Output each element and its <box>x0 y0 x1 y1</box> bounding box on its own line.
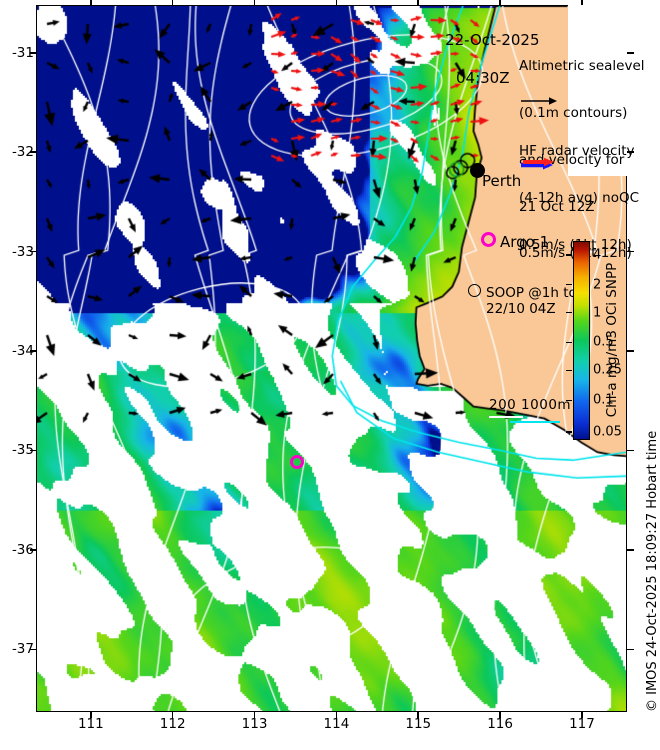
y-tick-mark <box>30 250 37 253</box>
x-tick-mark <box>171 712 174 718</box>
x-axis-label: 114 <box>323 716 350 732</box>
y-tick-mark-right <box>627 350 634 352</box>
legend-hf-radar: HF radar velocity (4-12h avg) noQC 0.5m/… <box>519 113 639 285</box>
legend-hf-line1: HF radar velocity <box>519 143 635 160</box>
y-axis-label: -32 <box>11 144 34 161</box>
x-axis-label: 117 <box>569 716 595 732</box>
colorbar-tick-mark <box>566 284 572 286</box>
y-axis-label: -33 <box>11 243 34 260</box>
y-tick-mark <box>30 648 37 651</box>
y-axis-label: -37 <box>11 641 34 658</box>
y-tick-mark <box>30 449 37 452</box>
y-tick-mark-right <box>627 51 634 54</box>
y-tick-mark-right <box>627 151 634 153</box>
y-tick-mark <box>30 151 37 153</box>
colorbar-tick-label: 0.05 <box>593 424 622 440</box>
colorbar-tick-mark <box>566 254 572 256</box>
depth-contour-1000m-swatch <box>510 421 560 423</box>
x-tick-mark-top <box>499 0 501 6</box>
x-tick-mark <box>335 712 338 718</box>
legend-altimetry: Altimetric sealevel (0.1m contours) and … <box>519 28 645 293</box>
y-tick-mark <box>30 51 37 54</box>
colorbar-tick-mark <box>566 369 572 372</box>
y-tick-mark-right <box>627 549 634 551</box>
x-axis-label: 111 <box>77 716 104 732</box>
y-tick-mark-right <box>627 648 634 651</box>
x-tick-mark <box>90 712 92 718</box>
colorbar-title: Chl-a mg/m3 OCi SNPP <box>604 262 620 418</box>
x-axis-label: 116 <box>487 716 513 732</box>
y-axis-label: -35 <box>11 442 34 459</box>
copyright-notice: © IMOS 24-Oct-2025 18:09:27 Hobart time <box>645 430 660 712</box>
y-axis-label: -34 <box>11 343 34 360</box>
colorbar-tick-mark <box>566 341 572 344</box>
legend-altimetry-line2: (0.1m contours) <box>519 104 628 121</box>
colorbar-tick-label: 1 <box>593 305 602 321</box>
legend-backdrop <box>568 5 627 176</box>
perth-label: Perth <box>482 172 522 190</box>
y-tick-mark-right <box>627 449 634 452</box>
chlorophyll-map-canvas[interactable] <box>37 6 626 711</box>
x-axis-label: 113 <box>241 716 268 732</box>
x-tick-mark-top <box>581 0 583 6</box>
soop-label: SOOP @1h to 22/10 04Z <box>486 285 577 317</box>
y-tick-mark-right <box>627 250 634 253</box>
colorbar[interactable] <box>573 241 590 440</box>
y-tick-mark <box>30 350 37 352</box>
colorbar-gradient <box>573 241 590 440</box>
x-axis-label: 112 <box>159 716 186 732</box>
perth-marker-dot[interactable] <box>470 163 485 178</box>
x-tick-mark-top <box>90 0 92 6</box>
colorbar-tick-label: 2 <box>593 277 602 293</box>
y-axis-label: -36 <box>11 541 34 558</box>
colorbar-tick-label: 0.1 <box>593 392 614 408</box>
colorbar-tick-label: 4 <box>593 247 602 263</box>
x-tick-mark <box>253 712 256 718</box>
argo-marker-ring[interactable] <box>481 232 496 247</box>
colorbar-tick-label: 0.25 <box>593 362 622 378</box>
legend-altimetry-line1: Altimetric sealevel <box>519 58 645 75</box>
colorbar-tick-mark <box>566 311 572 314</box>
map-plot-area[interactable] <box>36 5 627 712</box>
argo-label: Argo 1 <box>500 233 550 251</box>
date-stamp-time: 04:30Z <box>456 69 510 87</box>
soop-marker-ring[interactable] <box>468 284 481 297</box>
legend-hf-line2: (4-12h avg) noQC <box>519 189 640 206</box>
date-stamp-date: 22-Oct-2025 <box>445 31 540 49</box>
x-axis-label: 115 <box>405 716 432 732</box>
y-tick-mark <box>30 549 37 551</box>
legend-hf-arrow-icon <box>519 155 579 170</box>
x-tick-mark-top <box>171 0 174 6</box>
colorbar-tick-mark <box>566 431 572 433</box>
depth-contour-200m-swatch <box>489 416 523 418</box>
depth-contour-key-label: 200 1000m <box>489 397 572 413</box>
x-tick-mark <box>581 712 583 718</box>
x-tick-mark <box>417 712 420 718</box>
x-tick-mark-top <box>335 0 338 6</box>
argo-marker-ring-secondary[interactable] <box>290 455 304 469</box>
colorbar-tick-label: 0.5 <box>593 334 614 350</box>
x-tick-mark-top <box>417 0 420 6</box>
y-axis-label: -31 <box>11 44 34 61</box>
legend-altimetry-line4: 21 Oct 12Z <box>519 198 595 215</box>
x-tick-mark-top <box>253 0 256 6</box>
colorbar-tick-mark <box>566 399 572 401</box>
date-stamp: 22-Oct-2025 04:30Z <box>426 12 540 126</box>
legend-altimetry-arrow-icon <box>519 92 579 105</box>
x-tick-mark <box>499 712 501 718</box>
